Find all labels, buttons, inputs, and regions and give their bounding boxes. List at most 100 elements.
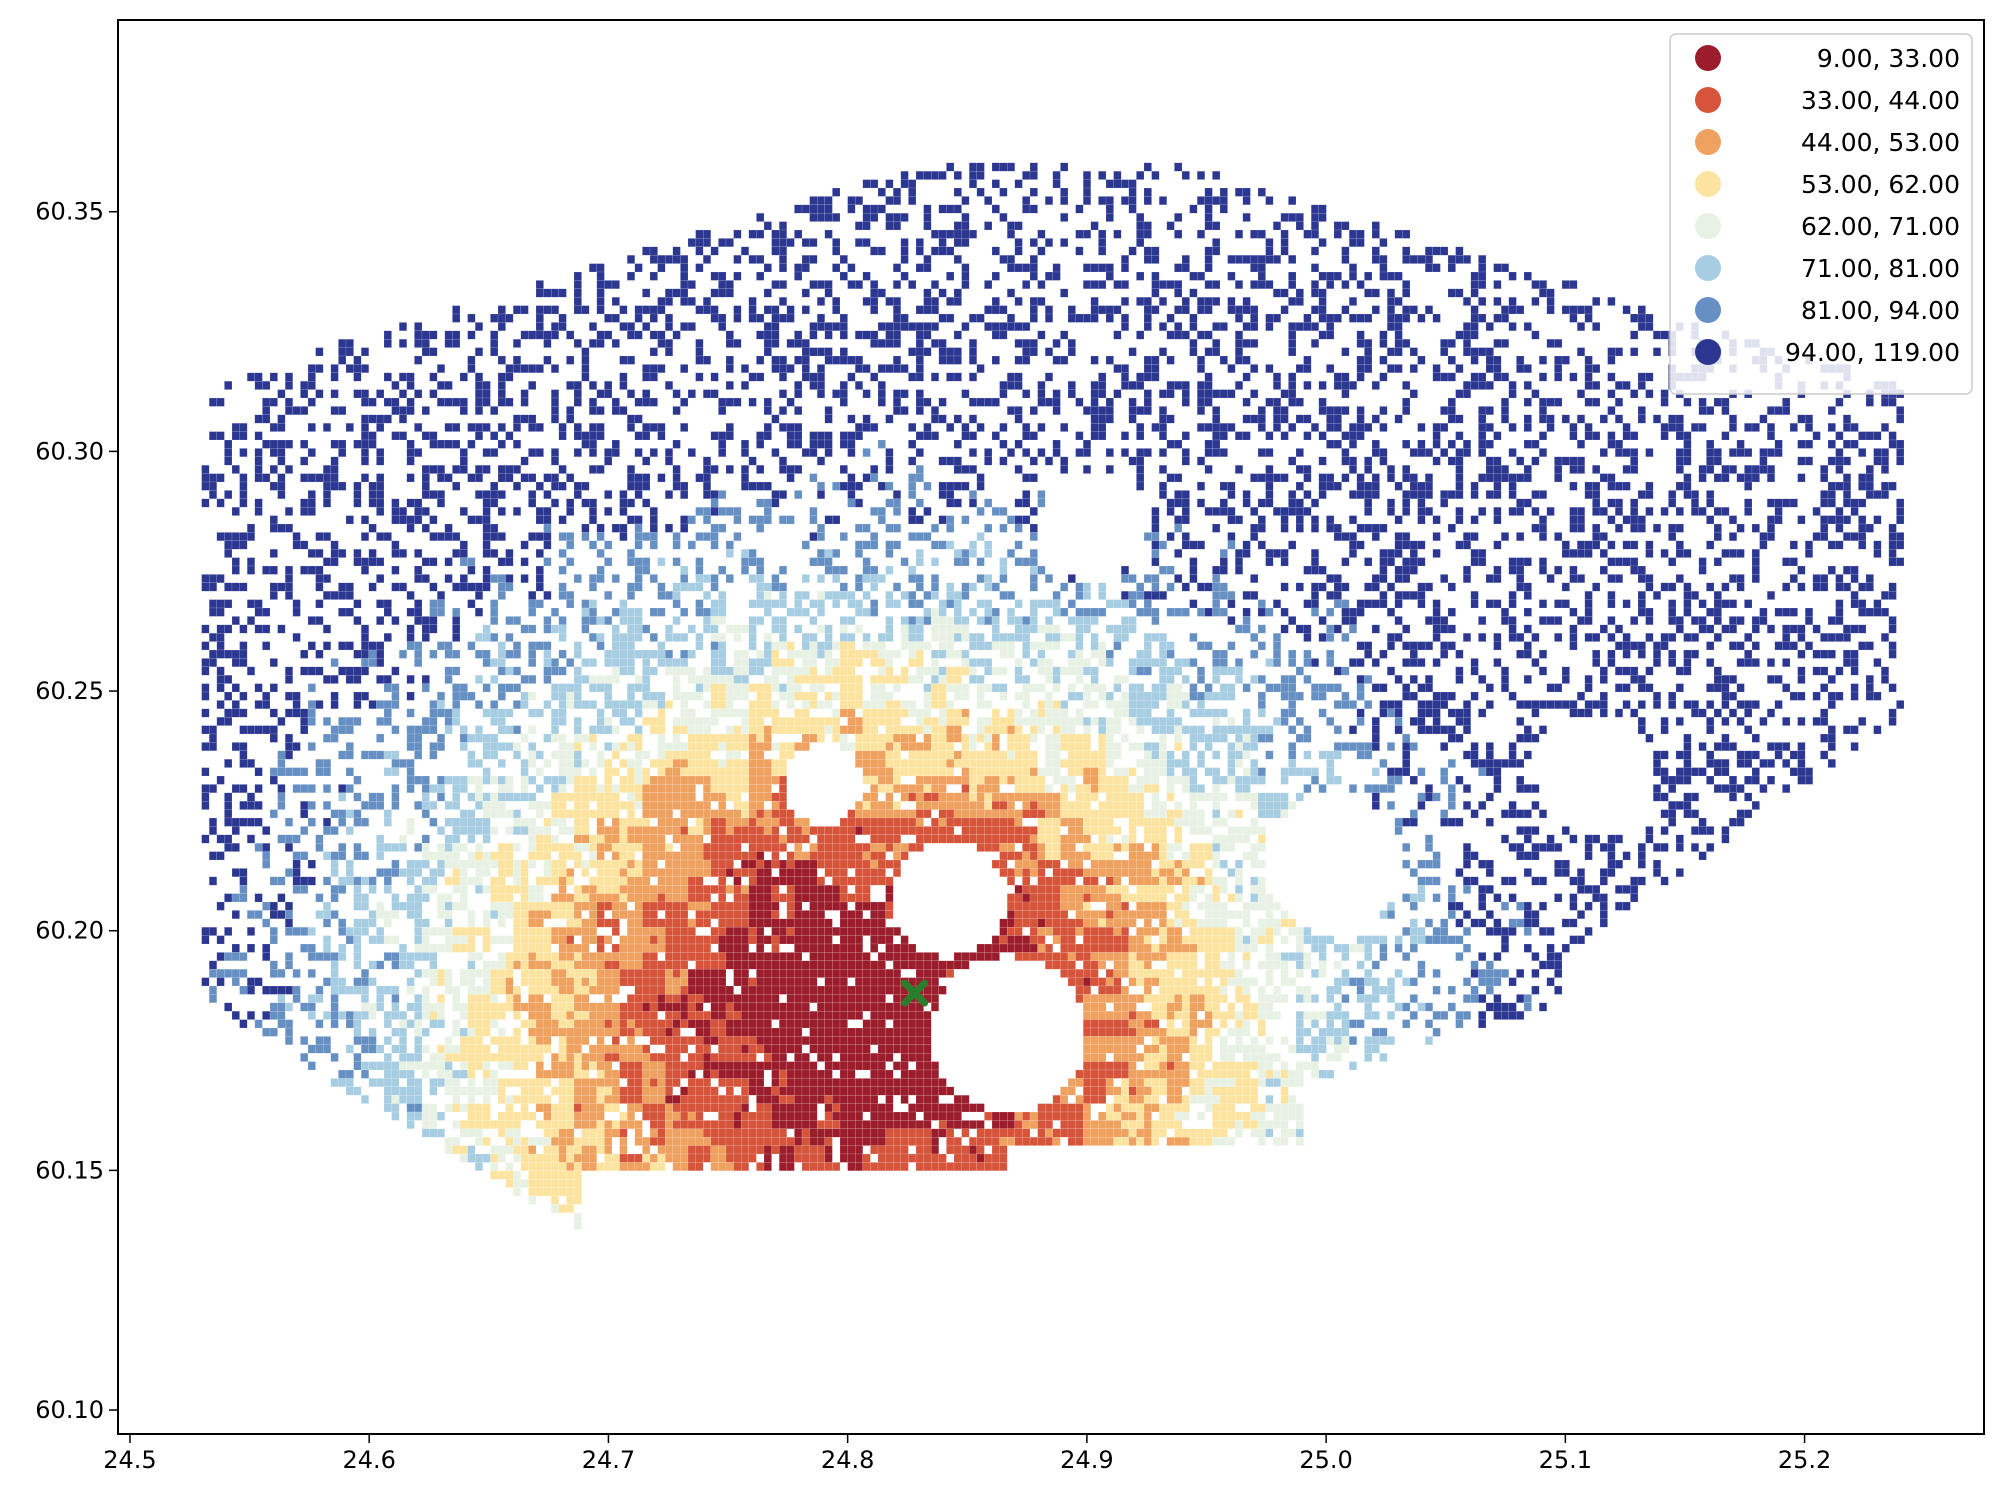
grid-cell [847,196,856,205]
grid-cell [733,507,742,516]
grid-cell [437,532,446,542]
grid-cell [1234,330,1243,340]
grid-cell [703,742,712,752]
grid-cell [1250,675,1259,684]
grid-cell [1151,532,1160,542]
grid-cell [1759,465,1768,474]
grid-cell [1303,633,1312,642]
grid-cell [1888,549,1897,558]
grid-cell [1007,717,1016,726]
grid-cell [680,700,689,710]
grid-cell [1364,675,1373,684]
grid-cell [969,658,978,668]
grid-cell [1493,263,1502,273]
grid-cell [1303,725,1312,735]
grid-cell [1508,448,1517,457]
grid-cell [1576,574,1585,584]
grid-cell [1326,633,1335,642]
grid-cell [1371,742,1380,752]
grid-cell [437,733,446,743]
grid-cell [771,725,780,735]
grid-cell [756,574,765,584]
grid-cell [1341,582,1350,592]
grid-cell [1143,322,1152,331]
grid-cell [763,649,772,659]
grid-cell [1113,364,1122,373]
grid-cell [589,339,598,348]
grid-cell [604,725,613,735]
grid-cell [513,364,522,373]
grid-cell [513,465,522,474]
grid-cell [475,389,484,399]
grid-cell [1766,498,1775,508]
grid-cell [946,633,955,642]
grid-cell [946,742,955,752]
grid-cell [1348,658,1357,668]
grid-cell [695,641,704,651]
grid-cell [779,725,788,735]
grid-cell [1341,221,1350,231]
grid-cell [1151,700,1160,710]
grid-cell [680,397,689,407]
grid-cell [642,700,651,710]
grid-cell [1067,658,1076,668]
grid-cell [535,330,544,340]
grid-cell [208,397,217,407]
grid-cell [573,339,582,348]
grid-cell [1576,540,1585,550]
grid-cell [695,473,704,483]
grid-cell [1394,532,1403,542]
grid-cell [277,423,286,432]
grid-cell [1424,490,1433,499]
grid-cell [1462,700,1471,710]
grid-cell [961,616,970,626]
grid-cell [672,557,681,567]
grid-cell [1478,675,1487,684]
grid-cell [391,700,400,710]
grid-cell [1174,683,1183,693]
grid-cell [543,473,552,483]
grid-cell [908,616,917,626]
grid-cell [1630,515,1639,525]
grid-cell [634,565,643,575]
grid-cell [923,691,932,701]
grid-cell [1166,355,1175,365]
grid-cell [642,473,651,483]
grid-cell [338,717,347,726]
grid-cell [1462,574,1471,584]
grid-cell [269,582,278,592]
grid-cell [1348,229,1357,239]
grid-cell [725,574,734,584]
grid-cell [1242,591,1251,600]
grid-cell [558,717,567,726]
grid-cell [429,330,438,340]
grid-cell [786,658,795,668]
grid-cell [1379,591,1388,600]
grid-cell [1683,397,1692,407]
grid-cell [1493,280,1502,289]
grid-cell [1447,339,1456,348]
grid-cell [991,297,1000,306]
grid-cell [794,490,803,499]
grid-cell [1576,708,1585,718]
grid-cell [855,658,864,668]
grid-cell [1386,473,1395,483]
grid-cell [1128,666,1137,676]
grid-cell [703,355,712,365]
grid-cell [482,532,491,542]
grid-cell [710,372,719,382]
grid-cell [847,633,856,642]
grid-cell [771,675,780,684]
grid-cell [1424,708,1433,718]
grid-cell [969,733,978,743]
grid-cell [1189,565,1198,575]
grid-cell [809,733,818,743]
grid-cell [976,423,985,432]
grid-cell [459,742,468,752]
grid-cell [1386,288,1395,298]
grid-cell [832,515,841,525]
grid-cell [771,624,780,634]
grid-cell [794,465,803,474]
grid-cell [1204,397,1213,407]
grid-cell [999,557,1008,567]
